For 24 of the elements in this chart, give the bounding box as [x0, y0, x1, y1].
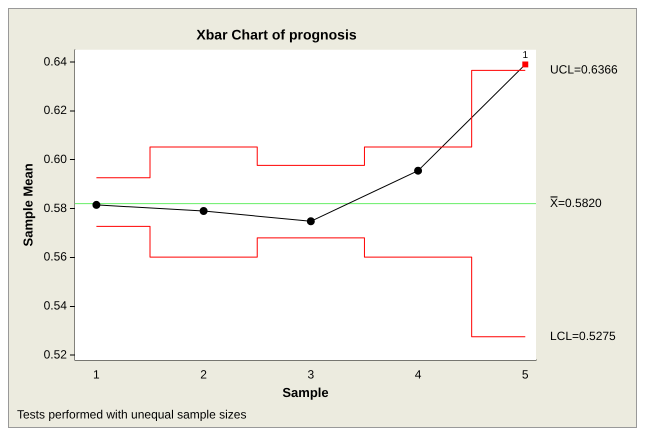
x-tick-label: 5 — [522, 368, 529, 382]
y-tick-label: 0.52 — [44, 347, 68, 362]
y-tick-label: 0.60 — [44, 152, 68, 166]
x-tick-label: 2 — [200, 368, 208, 382]
point — [92, 200, 100, 209]
x-tick-label: 1 — [93, 368, 100, 382]
y-axis-title: Sample Mean — [20, 163, 36, 246]
ref-line-label: X̿=0.5820 — [550, 196, 602, 210]
y-tick-label: 0.62 — [44, 103, 68, 118]
text: Tests performed with unequal sample sizes — [17, 407, 246, 422]
y-tick-label: 0.64 — [44, 54, 68, 68]
point — [200, 207, 208, 216]
annotation: 1 — [522, 50, 528, 62]
x-axis-title: Sample — [282, 384, 329, 400]
point — [414, 166, 422, 175]
y-tick-label: 0.58 — [44, 200, 68, 215]
chart-title: Xbar Chart of prognosis — [196, 26, 357, 42]
y-tick-label: 0.54 — [44, 298, 68, 313]
text: UCL=0.6366 — [550, 62, 618, 77]
y-tick-label: 0.56 — [44, 250, 68, 264]
x-tick-label: 4 — [414, 368, 422, 382]
point — [306, 217, 315, 226]
x-tick-label: 3 — [307, 368, 314, 382]
text: LCL=0.5275 — [550, 329, 616, 344]
